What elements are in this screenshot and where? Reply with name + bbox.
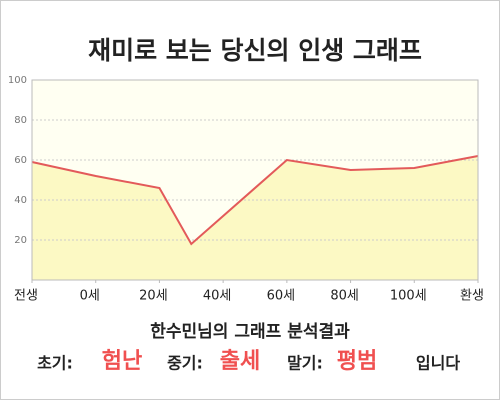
area	[32, 156, 478, 280]
result-label: 중기:	[167, 354, 203, 373]
result-suffix: 입니다	[416, 354, 460, 373]
y-tick-label: 20	[14, 235, 27, 246]
result-value: 출세	[220, 349, 260, 374]
x-tick-label: 80세	[330, 289, 359, 304]
x-tick-label: 40세	[203, 289, 232, 304]
x-tick-label: 환생	[460, 289, 484, 304]
y-tick-label: 80	[14, 115, 27, 126]
x-tick-label: 전생	[14, 289, 38, 304]
y-tick-label: 40	[14, 195, 27, 206]
x-tick-label: 20세	[139, 289, 168, 304]
result-value: 평범	[337, 349, 377, 374]
x-tick-label: 60세	[267, 289, 296, 304]
y-tick-label: 60	[14, 155, 27, 166]
result-label: 초기:	[37, 354, 73, 373]
y-tick-label: 100	[8, 75, 27, 86]
analysis-heading: 한수민님의 그래프 분석결과	[150, 322, 350, 342]
result-value: 험난	[102, 348, 142, 374]
x-tick-label: 100세	[390, 289, 427, 304]
line	[31, 155, 479, 246]
result-label: 말기:	[287, 354, 323, 373]
chart-title: 재미로 보는 당신의 인생 그래프	[88, 36, 422, 65]
x-tick-label: 0세	[80, 289, 100, 304]
plot-border	[31, 79, 479, 281]
